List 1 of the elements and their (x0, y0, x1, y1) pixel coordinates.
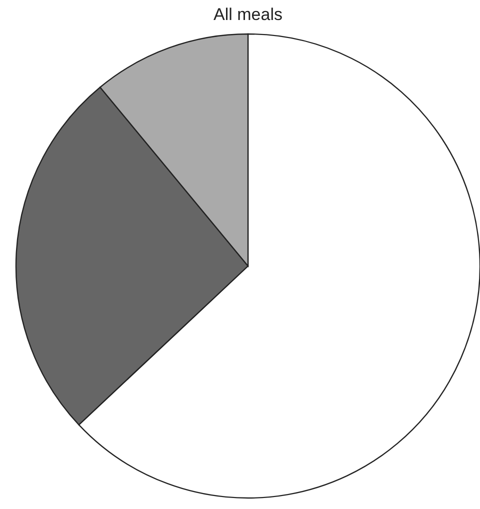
chart-title: All meals (214, 5, 282, 24)
